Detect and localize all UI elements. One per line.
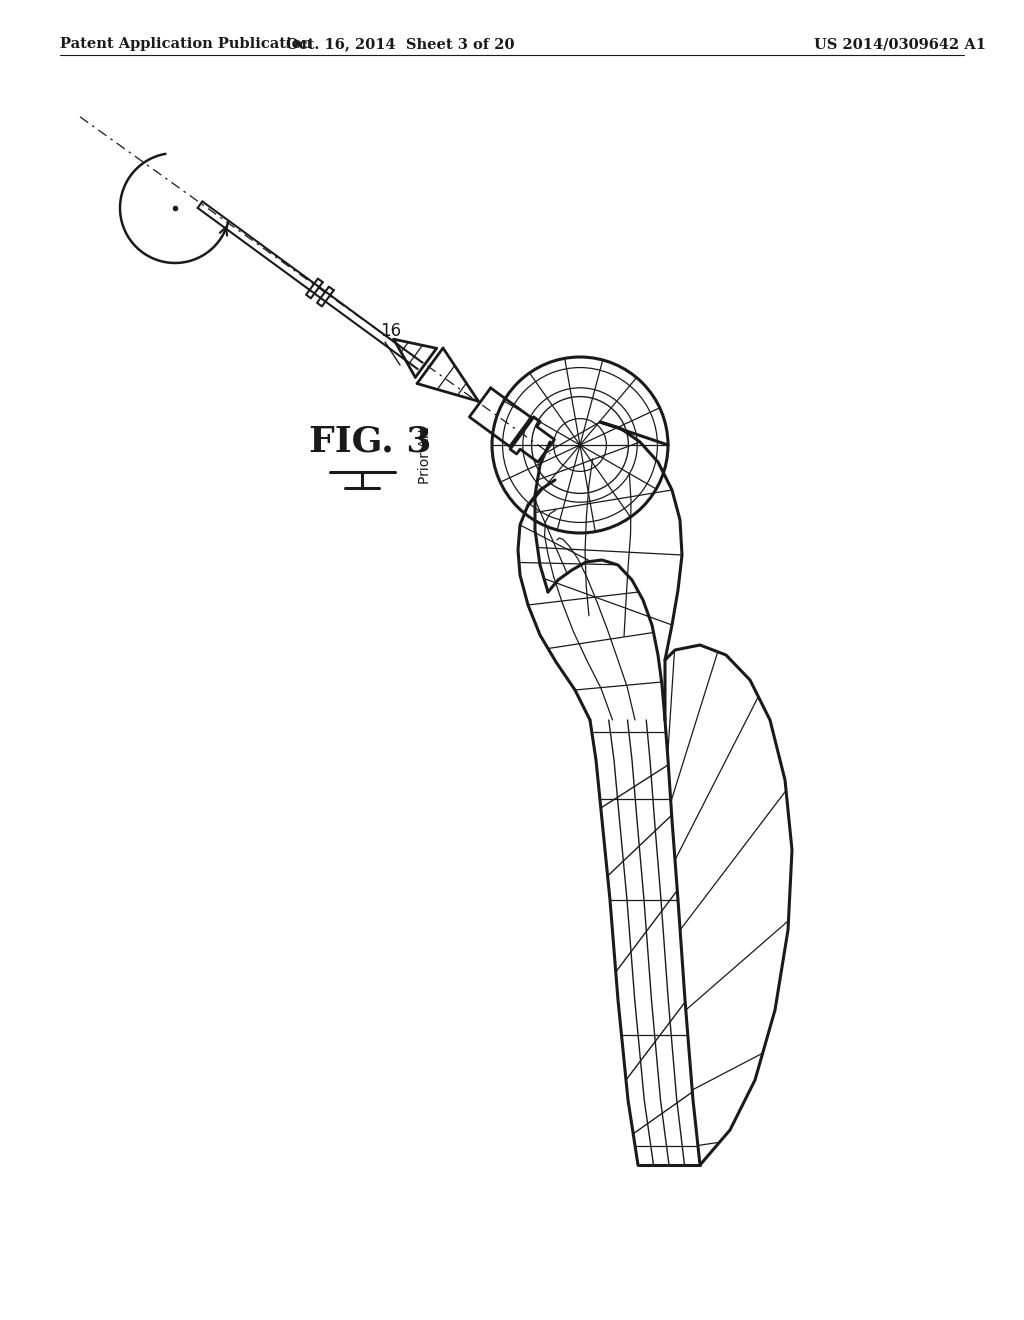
Text: FIG. 3: FIG. 3 [309,425,431,459]
Text: Oct. 16, 2014  Sheet 3 of 20: Oct. 16, 2014 Sheet 3 of 20 [286,37,514,51]
Text: US 2014/0309642 A1: US 2014/0309642 A1 [814,37,986,51]
Text: Prior Art: Prior Art [418,426,432,483]
Text: Patent Application Publication: Patent Application Publication [60,37,312,51]
Text: 16: 16 [380,322,401,341]
